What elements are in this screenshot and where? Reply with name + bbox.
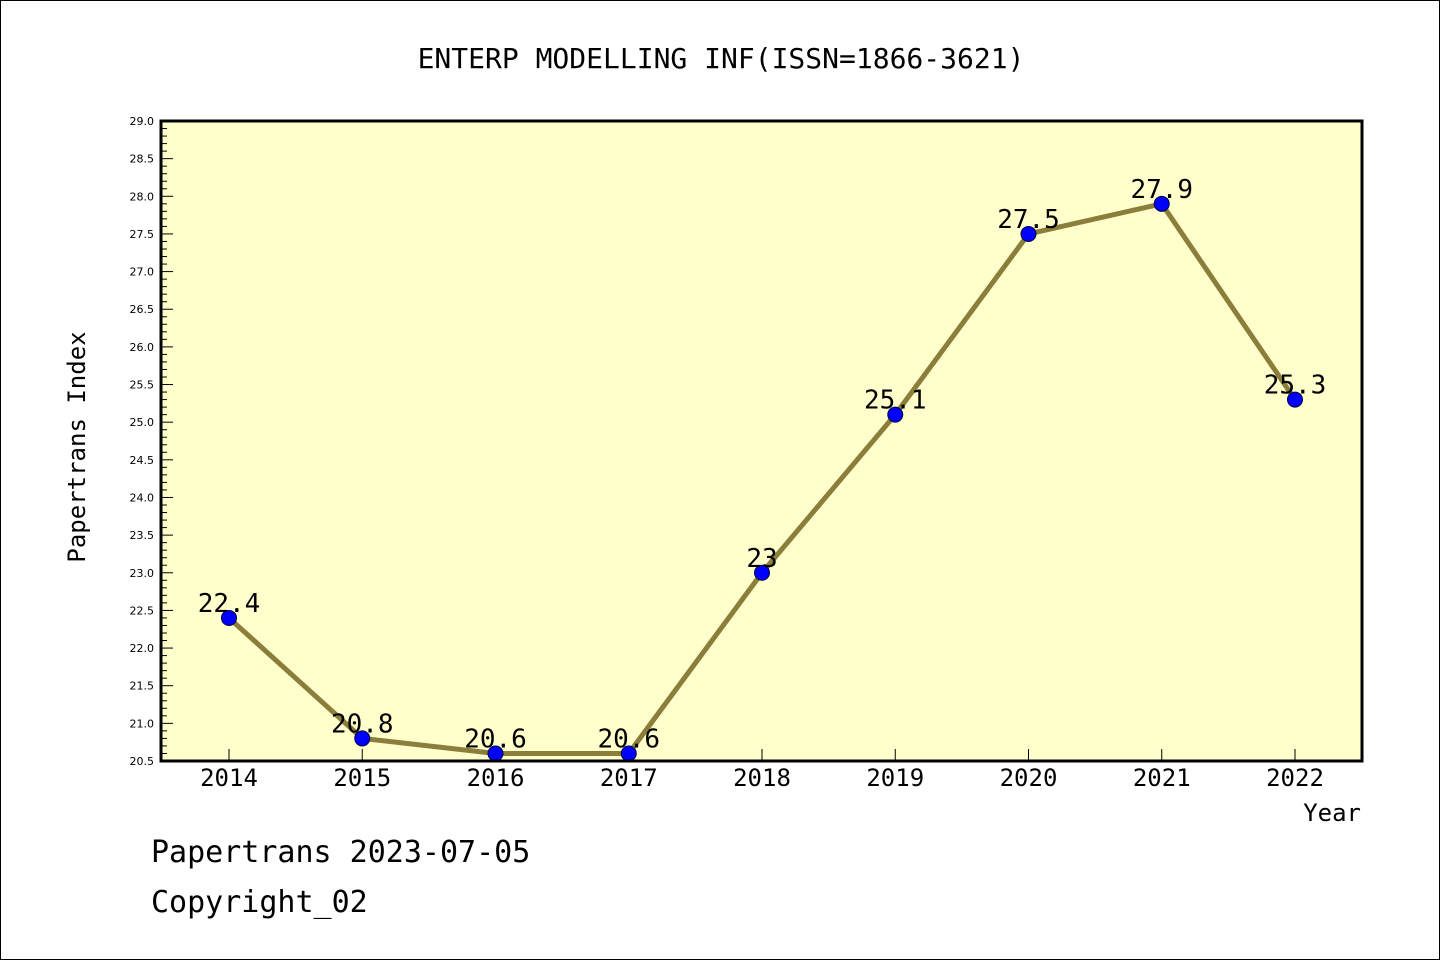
y-tick-label: 20.5 — [130, 755, 155, 768]
y-tick-label: 22.5 — [130, 604, 155, 617]
plot-area — [161, 121, 1362, 761]
x-tick-label: 2017 — [600, 764, 658, 792]
x-axis-label: Year — [1303, 799, 1361, 827]
y-tick-label: 22.0 — [130, 642, 155, 655]
data-label: 22.4 — [198, 589, 261, 619]
footer-date: Papertrans 2023-07-05 — [151, 835, 531, 870]
y-tick-label: 24.5 — [130, 454, 155, 467]
y-tick-label: 25.0 — [130, 416, 155, 429]
y-tick-label: 23.5 — [130, 529, 155, 542]
x-tick-label: 2018 — [733, 764, 791, 792]
y-tick-label: 21.0 — [130, 717, 155, 730]
y-tick-label: 24.0 — [130, 491, 155, 504]
data-point-marker — [1287, 391, 1303, 408]
data-label: 20.6 — [597, 724, 660, 754]
y-tick-label: 26.0 — [130, 341, 155, 354]
data-labels: 22.4 20.8 20.6 20.6 23 25.1 27.5 27.9 25.3 — [198, 175, 1327, 755]
x-tick-label: 2020 — [1000, 764, 1058, 792]
y-axis-label: Papertrans Index — [63, 331, 91, 562]
x-tick-label: 2016 — [467, 764, 525, 792]
y-tick-label: 28.5 — [130, 153, 155, 166]
data-point-marker — [887, 406, 904, 423]
y-tick-label: 27.0 — [130, 266, 155, 279]
data-point-marker — [1020, 225, 1037, 242]
x-tick-label: 2021 — [1133, 764, 1191, 792]
x-axis: 2014 2015 2016 2017 2018 2019 2020 2021 2022 — [200, 749, 1324, 792]
data-point-marker — [1153, 195, 1170, 212]
data-label: 27.5 — [997, 205, 1060, 235]
series-group — [221, 195, 1303, 762]
data-point-marker — [354, 730, 371, 747]
data-label: 25.3 — [1264, 371, 1327, 401]
plot-border — [159, 119, 1364, 763]
x-tick-label: 2019 — [866, 764, 924, 792]
y-axis: 20.5 21.0 21.5 22.0 22.5 23.0 23.5 24.0 24.5 25.0… — [130, 115, 173, 768]
y-tick-label: 27.5 — [130, 228, 155, 241]
data-label: 23 — [746, 544, 777, 574]
data-point-marker — [754, 564, 770, 581]
y-tick-label: 28.0 — [130, 190, 155, 203]
x-tick-label: 2014 — [200, 764, 258, 792]
y-tick-label: 26.5 — [130, 303, 155, 316]
chart-title: ENTERP MODELLING INF(ISSN=1866-3621) — [418, 42, 1025, 75]
footer-copyright: Copyright_02 — [151, 885, 368, 920]
data-point-marker — [221, 609, 237, 626]
data-label: 25.1 — [864, 386, 927, 416]
data-label: 20.6 — [464, 724, 527, 754]
y-tick-label: 23.0 — [130, 567, 155, 580]
data-label: 20.8 — [331, 709, 394, 739]
y-tick-label: 21.5 — [130, 680, 155, 693]
y-tick-label: 25.5 — [130, 379, 155, 392]
y-tick-label: 29.0 — [130, 115, 155, 128]
data-label: 27.9 — [1130, 175, 1193, 205]
x-tick-label: 2022 — [1266, 764, 1324, 792]
x-tick-label: 2015 — [333, 764, 391, 792]
